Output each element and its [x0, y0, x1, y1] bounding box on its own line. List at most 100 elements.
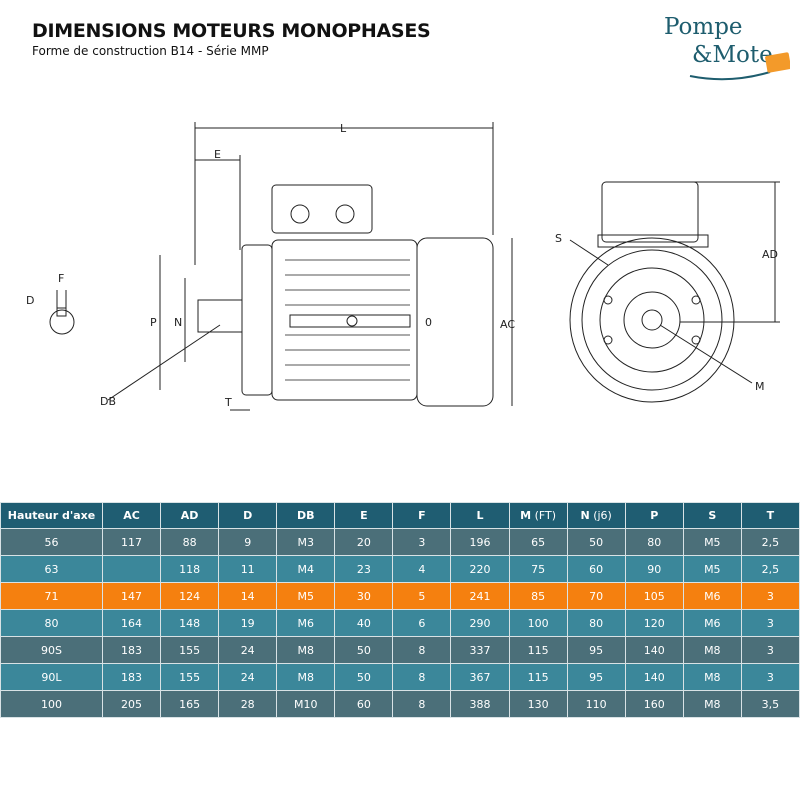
- table-cell: M6: [276, 609, 336, 637]
- table-cell: M10: [276, 690, 336, 718]
- table-cell: M6: [682, 582, 742, 610]
- column-header: E: [334, 502, 394, 529]
- shaft-section: [49, 309, 75, 335]
- table-cell: 115: [508, 636, 568, 664]
- table-cell: 3: [740, 636, 800, 664]
- table-cell: 5: [392, 582, 452, 610]
- column-header: D: [218, 502, 278, 529]
- column-header-main: P: [650, 509, 659, 522]
- column-header-main: M: [520, 509, 532, 522]
- table-cell: M5: [276, 582, 336, 610]
- column-header-main: S: [708, 509, 717, 522]
- column-header-main: N: [580, 509, 590, 522]
- column-header: AD: [160, 502, 220, 529]
- table-cell: 290: [450, 609, 510, 637]
- leader-S: [569, 239, 609, 266]
- table-cell: M5: [682, 528, 742, 556]
- table-cell: M8: [682, 636, 742, 664]
- column-header: DB: [276, 502, 336, 529]
- table-cell: 241: [450, 582, 510, 610]
- front-fins: [569, 237, 735, 403]
- table-cell: M8: [276, 663, 336, 691]
- label-AC: AC: [500, 318, 515, 331]
- column-header-main: D: [243, 509, 253, 522]
- table-cell: 124: [160, 582, 220, 610]
- table-cell: 70: [566, 582, 626, 610]
- table-cell: 60: [334, 690, 394, 718]
- table-cell: M5: [682, 555, 742, 583]
- table-cell: 95: [566, 663, 626, 691]
- table-cell: 63: [0, 555, 103, 583]
- table-cell: 220: [450, 555, 510, 583]
- front-terminal-box: [601, 181, 699, 243]
- table-row: 63 118 11 M4 23 4 220 75 60 90 M5 2,5: [0, 555, 800, 583]
- table-cell: 9: [218, 528, 278, 556]
- table-cell: 50: [334, 663, 394, 691]
- table-cell: 196: [450, 528, 510, 556]
- table-cell: 85: [508, 582, 568, 610]
- leader-DB: [107, 324, 221, 401]
- column-header: L: [450, 502, 510, 529]
- logo-line2: &Mote: [692, 42, 773, 68]
- flange: [241, 244, 273, 396]
- logo-line1: Pompe: [664, 14, 743, 40]
- table-cell: 160: [624, 690, 684, 718]
- table-cell: 14: [218, 582, 278, 610]
- column-header-main: E: [360, 509, 368, 522]
- table-cell: 50: [334, 636, 394, 664]
- shaft: [197, 299, 243, 333]
- table-cell: 100: [0, 690, 103, 718]
- table-cell: 80: [0, 609, 103, 637]
- table-cell: 6: [392, 609, 452, 637]
- table-cell: 90S: [0, 636, 103, 664]
- column-header-sub: (FT): [531, 509, 557, 522]
- label-S: S: [555, 232, 562, 245]
- label-M: M: [755, 380, 765, 393]
- table-cell: M4: [276, 555, 336, 583]
- table-cell: 100: [508, 609, 568, 637]
- table-cell: 148: [160, 609, 220, 637]
- table-cell: 65: [508, 528, 568, 556]
- table-cell: 88: [160, 528, 220, 556]
- fan-cover: [416, 237, 494, 407]
- table-cell: 3: [740, 582, 800, 610]
- table-cell: 337: [450, 636, 510, 664]
- table-cell: 164: [101, 609, 162, 637]
- table-cell: 3: [392, 528, 452, 556]
- label-zero: 0: [425, 316, 432, 329]
- table-cell: 8: [392, 663, 452, 691]
- table-cell: 24: [218, 636, 278, 664]
- column-header-main: AD: [180, 509, 199, 522]
- label-T: T: [224, 396, 232, 409]
- table-row: 90S 183 155 24 M8 50 8 337 115 95 140 M8 3: [0, 636, 800, 664]
- brand-logo: Pompe &Mote: [660, 14, 790, 84]
- table-cell: 19: [218, 609, 278, 637]
- table-cell: 3: [740, 609, 800, 637]
- table-cell: 4: [392, 555, 452, 583]
- table-row-highlighted: 71 147 124 14 M5 30 5 241 85 70 105 M6 3: [0, 582, 800, 610]
- table-cell: 75: [508, 555, 568, 583]
- table-cell: 95: [566, 636, 626, 664]
- column-header: P: [624, 502, 684, 529]
- table-row: 100 205 165 28 M10 60 8 388 130 110 160 M8 3,5: [0, 690, 800, 718]
- table-cell: 130: [508, 690, 568, 718]
- table-cell: 120: [624, 609, 684, 637]
- logo-swoosh-icon: [689, 52, 790, 81]
- table-cell: 3: [740, 663, 800, 691]
- column-header-sub: (j6): [589, 509, 612, 522]
- label-AD: AD: [762, 248, 778, 261]
- table-cell: 11: [218, 555, 278, 583]
- column-header-main: L: [476, 509, 484, 522]
- table-cell: 8: [392, 636, 452, 664]
- terminal-box: [271, 184, 373, 234]
- table-cell: 60: [566, 555, 626, 583]
- table-cell: 50: [566, 528, 626, 556]
- table-cell: 28: [218, 690, 278, 718]
- dimensions-table: Hauteur d'axe AC AD D DB E F L M (FT) N (j6) P S T 5…: [0, 502, 800, 718]
- table-cell: 140: [624, 636, 684, 664]
- label-E: E: [214, 148, 221, 161]
- table-cell: 205: [101, 690, 162, 718]
- table-cell: 388: [450, 690, 510, 718]
- table-cell: 71: [0, 582, 103, 610]
- table-cell: M6: [682, 609, 742, 637]
